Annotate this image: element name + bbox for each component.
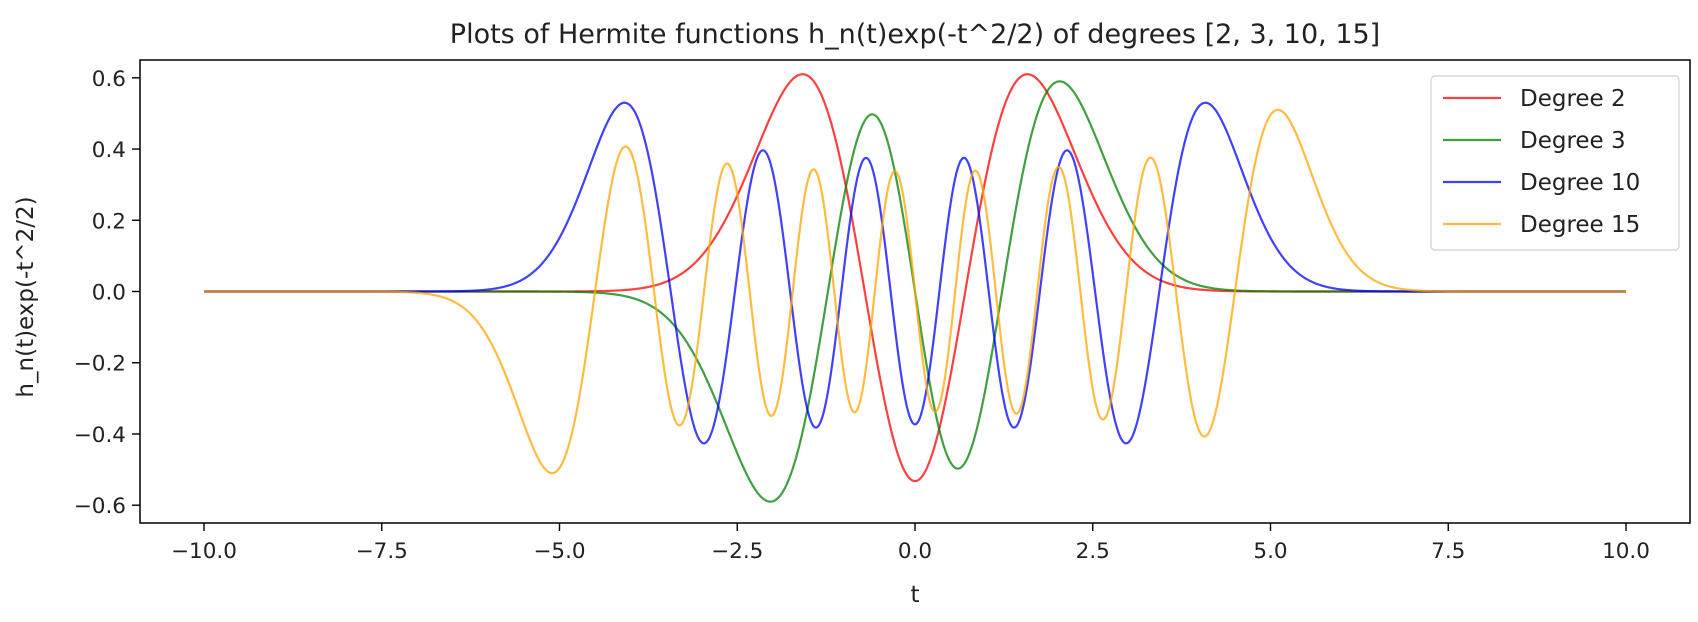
series-line-degree-2 [203, 73, 1627, 483]
x-tick-label: −10.0 [171, 539, 237, 564]
x-tick-label: 5.0 [1253, 539, 1287, 564]
series-layer [203, 73, 1627, 503]
y-tick-label: 0.2 [92, 209, 126, 234]
series-line-degree-10 [203, 101, 1627, 445]
legend-label-degree-3: Degree 3 [1520, 128, 1626, 154]
x-tick-label: 10.0 [1602, 539, 1650, 564]
y-tick-label: −0.4 [74, 423, 126, 448]
x-tick-label: −2.5 [711, 539, 763, 564]
x-tick-label: 7.5 [1431, 539, 1465, 564]
x-axis-label: t [910, 582, 919, 608]
plot-frame [139, 59, 1691, 524]
legend-label-degree-10: Degree 10 [1520, 170, 1640, 196]
legend-box [1430, 75, 1680, 251]
ticks-layer: −10.0 −7.5 −5.0 −2.5 0.0 2.5 5.0 7.5 10.0 −0.6 −0.… [74, 67, 1650, 564]
legend-label-degree-15: Degree 15 [1520, 212, 1640, 238]
y-tick-label: 0.4 [92, 138, 126, 163]
chart-title: Plots of Hermite functions h_n(t)exp(-t^… [450, 19, 1380, 50]
y-tick-label: −0.6 [74, 494, 126, 519]
y-tick-label: 0.6 [92, 67, 126, 92]
x-tick-label: 0.0 [898, 539, 932, 564]
x-tick-label: 2.5 [1076, 539, 1110, 564]
y-axis-label: h_n(t)exp(-t^2/2) [13, 196, 39, 397]
y-tick-label: 0.0 [92, 281, 126, 306]
y-tick-label: −0.2 [74, 352, 126, 377]
x-tick-label: −5.0 [533, 539, 585, 564]
x-tick-label: −7.5 [356, 539, 408, 564]
legend-label-degree-2: Degree 2 [1520, 86, 1626, 112]
legend: Degree 2 Degree 3 Degree 10 Degree 15 [1430, 75, 1680, 251]
series-line-degree-15 [203, 108, 1627, 475]
